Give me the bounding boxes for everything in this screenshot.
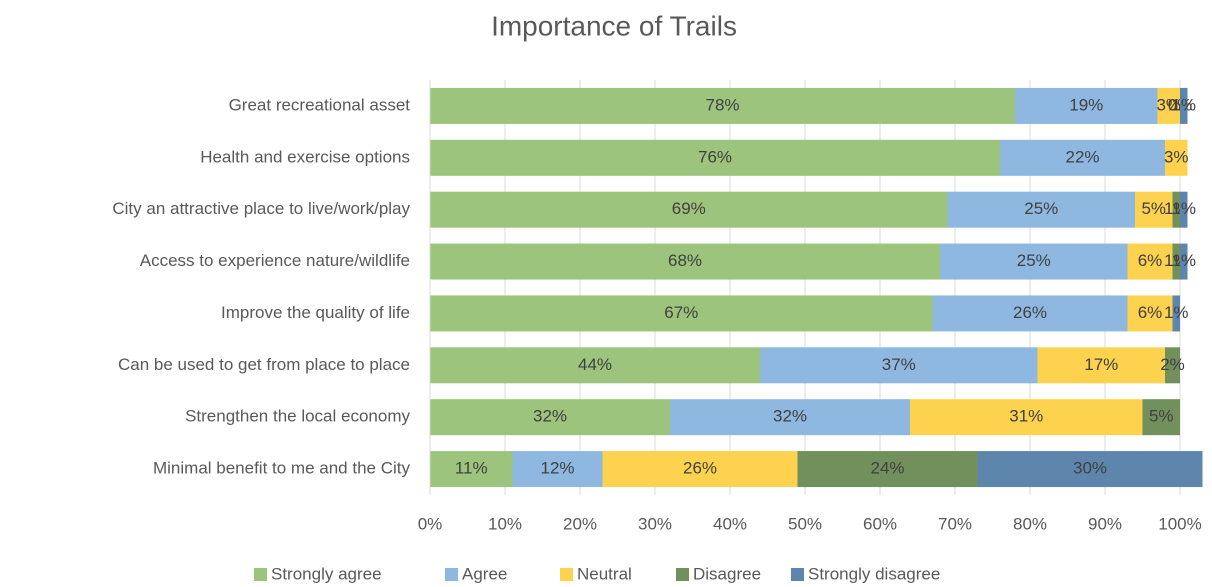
bar-segment xyxy=(1157,87,1180,124)
bar-segment xyxy=(1180,243,1188,280)
legend-label: Disagree xyxy=(693,564,761,583)
chart-title: Importance of Trails xyxy=(491,10,737,41)
data-label: 17% xyxy=(1084,355,1118,374)
data-label: 1% xyxy=(1171,95,1196,114)
bar-segment xyxy=(430,243,940,280)
legend-swatch xyxy=(676,568,689,581)
data-label: 67% xyxy=(664,303,698,322)
legend-swatch xyxy=(254,568,267,581)
data-label: 76% xyxy=(698,147,732,166)
data-label: 30% xyxy=(1073,459,1107,478)
bar-segment xyxy=(1165,139,1188,176)
data-label: 26% xyxy=(1013,303,1047,322)
bar-segment xyxy=(430,347,760,384)
legend-label: Neutral xyxy=(577,564,632,583)
x-tick-label: 70% xyxy=(938,514,972,533)
legend-label: Strongly agree xyxy=(271,564,382,583)
data-label: 3% xyxy=(1164,147,1189,166)
bar-segment xyxy=(602,451,798,488)
data-label: 6% xyxy=(1138,303,1163,322)
x-tick-label: 40% xyxy=(713,514,747,533)
data-label: 1% xyxy=(1164,303,1189,322)
bar-segment xyxy=(977,451,1203,488)
data-label: 12% xyxy=(540,459,574,478)
bar-segment xyxy=(430,295,933,332)
legend-swatch xyxy=(445,568,458,581)
legend-label: Strongly disagree xyxy=(808,564,940,583)
data-label: 32% xyxy=(533,407,567,426)
x-tick-label: 30% xyxy=(638,514,672,533)
y-tick-label: Strengthen the local economy xyxy=(185,407,410,426)
bar-segment xyxy=(670,399,910,436)
bar-segment xyxy=(940,243,1128,280)
bar-segment xyxy=(1165,347,1180,384)
y-tick-label: City an attractive place to live/work/pl… xyxy=(112,199,410,218)
data-label: 32% xyxy=(773,407,807,426)
x-tick-label: 0% xyxy=(418,514,443,533)
data-label: 44% xyxy=(578,355,612,374)
data-label: 37% xyxy=(882,355,916,374)
data-label: 3% xyxy=(1156,95,1181,114)
y-tick-label: Minimal benefit to me and the City xyxy=(153,459,411,478)
data-label: 1% xyxy=(1171,251,1196,270)
x-tick-label: 60% xyxy=(863,514,897,533)
legend-label: Agree xyxy=(462,564,507,583)
x-tick-label: 80% xyxy=(1013,514,1047,533)
y-tick-label: Improve the quality of life xyxy=(221,303,410,322)
bar-segment xyxy=(430,139,1000,176)
bar-segment xyxy=(1000,139,1165,176)
data-label: 5% xyxy=(1141,199,1166,218)
bar-segment xyxy=(1180,87,1188,124)
legend-swatch xyxy=(560,568,573,581)
data-label: 1% xyxy=(1171,199,1196,218)
bar-segment xyxy=(797,451,978,488)
bar-segment xyxy=(1142,399,1180,436)
data-label: 78% xyxy=(705,95,739,114)
x-tick-label: 90% xyxy=(1088,514,1122,533)
x-tick-label: 50% xyxy=(788,514,822,533)
data-label: 25% xyxy=(1024,199,1058,218)
data-label: 2% xyxy=(1160,355,1185,374)
bar-segment xyxy=(430,87,1015,124)
bar-segment xyxy=(1172,295,1180,332)
bar-segment xyxy=(430,399,670,436)
y-tick-label: Great recreational asset xyxy=(229,95,411,114)
data-label: 6% xyxy=(1138,251,1163,270)
bar-segment xyxy=(1127,295,1173,332)
data-label: 5% xyxy=(1149,407,1174,426)
y-tick-label: Health and exercise options xyxy=(200,147,410,166)
data-label: 24% xyxy=(870,459,904,478)
bar-segment xyxy=(1172,191,1180,228)
data-label: 11% xyxy=(455,459,488,478)
x-tick-label: 20% xyxy=(563,514,597,533)
bar-segment xyxy=(512,451,603,488)
y-tick-label: Access to experience nature/wildlife xyxy=(140,251,410,270)
data-label: 25% xyxy=(1017,251,1051,270)
bar-segment xyxy=(1135,191,1173,228)
data-label: 26% xyxy=(683,459,717,478)
x-tick-label: 10% xyxy=(488,514,522,533)
data-label: 31% xyxy=(1009,407,1043,426)
x-tick-label: 100% xyxy=(1158,514,1201,533)
bar-segment xyxy=(1037,347,1165,384)
bar-segment xyxy=(1180,191,1188,228)
data-label: 69% xyxy=(672,199,706,218)
bar-segment xyxy=(1172,243,1180,280)
bar-segment xyxy=(1015,87,1158,124)
data-label: 68% xyxy=(668,251,702,270)
bar-segment xyxy=(760,347,1038,384)
data-label: 22% xyxy=(1065,147,1099,166)
bar-segment xyxy=(1127,243,1173,280)
bar-segment xyxy=(947,191,1135,228)
bar-segment xyxy=(932,295,1128,332)
bar-segment xyxy=(910,399,1143,436)
bar-segment xyxy=(430,451,513,488)
data-label: 19% xyxy=(1069,95,1103,114)
bar-segment xyxy=(430,191,948,228)
legend-swatch xyxy=(791,568,804,581)
y-tick-label: Can be used to get from place to place xyxy=(118,355,410,374)
